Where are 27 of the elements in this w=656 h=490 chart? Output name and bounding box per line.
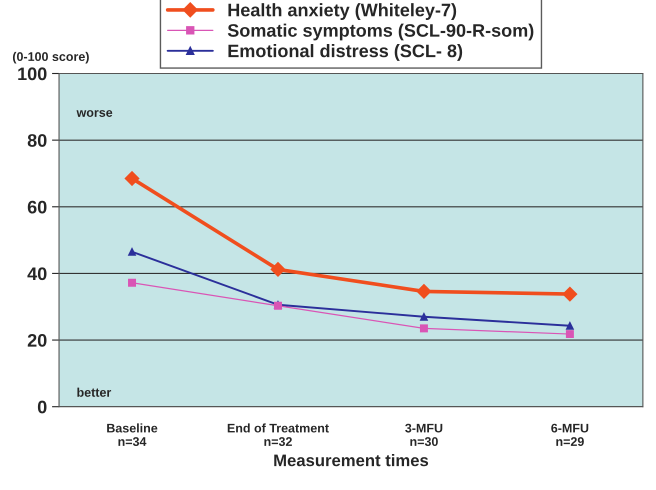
y-tick-label: 0 (38, 400, 46, 414)
legend-label: Emotional distress (SCL- 8) (228, 44, 462, 61)
legend-label: Somatic symptoms (SCL-90-R-som) (228, 24, 534, 40)
x-tick-label: 3-MFU n=30 (405, 424, 442, 446)
x-axis-title: Measurement times (274, 454, 428, 466)
point (128, 278, 136, 287)
legend-label: Health anxiety (Whiteley-7) (228, 3, 456, 20)
y-tick-label: 80 (28, 134, 46, 147)
x-tick-label: Baseline n=34 (107, 423, 158, 446)
y-tick-label: 100 (18, 67, 46, 80)
point (562, 286, 578, 302)
point (420, 324, 428, 332)
y-tick-label: 60 (28, 200, 46, 214)
point (128, 248, 136, 256)
point (270, 262, 286, 277)
point (566, 330, 574, 338)
point (566, 322, 574, 330)
x-tick-label: End of Treatment n=32 (228, 423, 329, 446)
point (420, 312, 428, 321)
point (124, 171, 140, 186)
annotation: better (77, 388, 112, 397)
annotation: worse (76, 110, 112, 117)
y-axis-title: (0-100 score) (12, 52, 89, 64)
y-tick-label: 40 (27, 267, 46, 280)
x-tick-label: 6-MFU n=29 (551, 424, 588, 446)
point (416, 284, 432, 299)
y-tick-label: 20 (28, 334, 46, 347)
